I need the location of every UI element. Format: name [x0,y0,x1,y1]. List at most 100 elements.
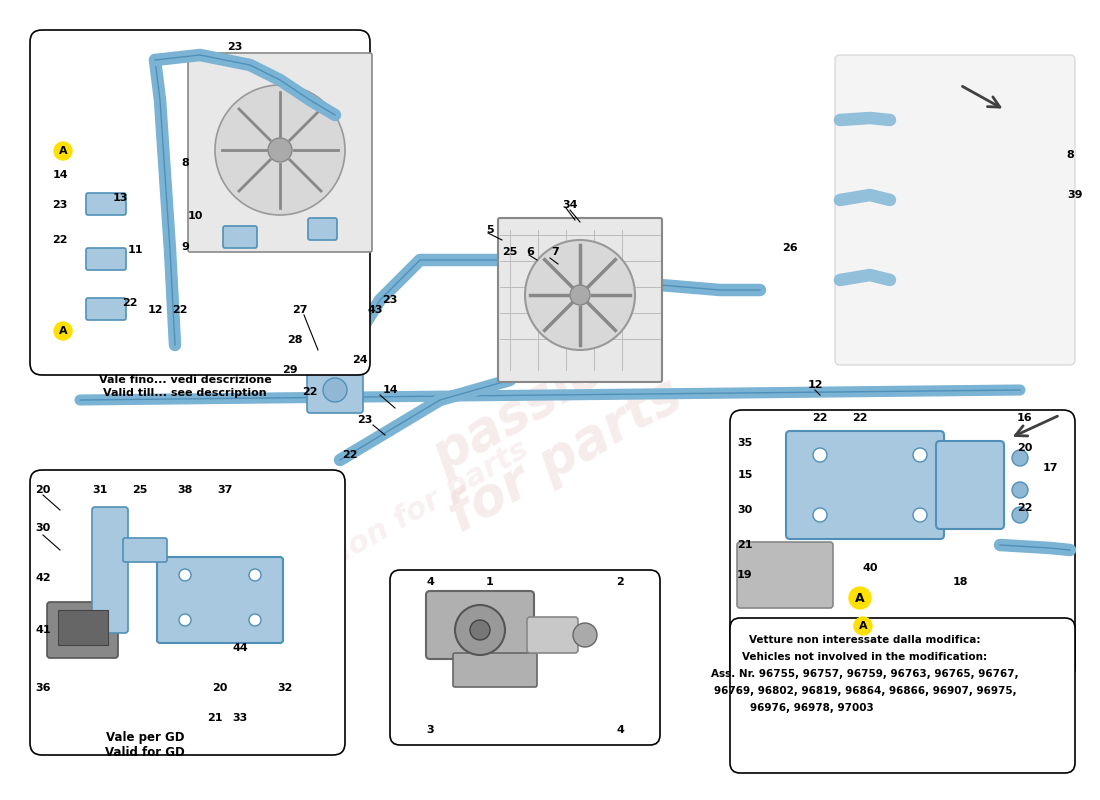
Text: 41: 41 [35,625,51,635]
Text: 42: 42 [35,573,51,583]
FancyBboxPatch shape [786,431,944,539]
Circle shape [570,285,590,305]
Text: 22: 22 [173,305,188,315]
FancyArrowPatch shape [962,86,1000,107]
Text: 26: 26 [782,243,797,253]
Text: Vetture non interessate dalla modifica:: Vetture non interessate dalla modifica: [749,635,981,645]
Text: 22: 22 [122,298,138,308]
Text: 25: 25 [503,247,518,257]
Text: 30: 30 [35,523,51,533]
Text: 23: 23 [53,200,68,210]
FancyBboxPatch shape [157,557,283,643]
Text: 37: 37 [218,485,233,495]
Text: 40: 40 [862,563,878,573]
Text: 32: 32 [277,683,293,693]
Text: A: A [855,591,865,605]
FancyBboxPatch shape [123,538,167,562]
Text: Vale per GD: Vale per GD [106,731,185,745]
Circle shape [813,448,827,462]
Circle shape [179,614,191,626]
FancyBboxPatch shape [730,618,1075,773]
Circle shape [849,587,871,609]
Circle shape [1012,507,1028,523]
Text: 96976, 96978, 97003: 96976, 96978, 97003 [750,703,873,713]
Circle shape [268,138,292,162]
Text: 96769, 96802, 96819, 96864, 96866, 96907, 96975,: 96769, 96802, 96819, 96864, 96866, 96907… [714,686,1016,696]
Text: 12: 12 [147,305,163,315]
Text: 22: 22 [342,450,358,460]
Text: 23: 23 [358,415,373,425]
Text: A: A [859,621,867,631]
FancyBboxPatch shape [30,30,370,375]
Text: 43: 43 [367,305,383,315]
Text: 44: 44 [232,643,248,653]
Text: 21: 21 [207,713,222,723]
Text: passion
for parts: passion for parts [409,317,691,543]
FancyBboxPatch shape [390,570,660,745]
Text: A: A [58,326,67,336]
Text: 9: 9 [182,242,189,252]
Text: 22: 22 [53,235,68,245]
Circle shape [54,322,72,340]
FancyBboxPatch shape [936,441,1004,529]
Circle shape [214,85,345,215]
Circle shape [455,605,505,655]
Text: Vehicles not involved in the modification:: Vehicles not involved in the modificatio… [742,652,988,662]
Circle shape [249,569,261,581]
Circle shape [323,378,346,402]
Circle shape [573,623,597,647]
Text: 21: 21 [737,540,752,550]
Text: 15: 15 [737,470,752,480]
Text: Ass. Nr. 96755, 96757, 96759, 96763, 96765, 96767,: Ass. Nr. 96755, 96757, 96759, 96763, 967… [712,669,1019,679]
Text: 7: 7 [551,247,559,257]
FancyBboxPatch shape [30,470,345,755]
Text: Valid for GD: Valid for GD [106,746,185,758]
Text: 12: 12 [807,380,823,390]
Text: 39: 39 [1067,190,1082,200]
FancyBboxPatch shape [47,602,118,658]
FancyBboxPatch shape [223,226,257,248]
FancyBboxPatch shape [308,218,337,240]
Text: 20: 20 [35,485,51,495]
FancyBboxPatch shape [92,507,128,633]
FancyBboxPatch shape [730,410,1075,680]
Text: 16: 16 [1018,413,1033,423]
FancyBboxPatch shape [86,298,126,320]
Text: 14: 14 [382,385,398,395]
FancyArrowPatch shape [1015,416,1057,436]
Text: passion for parts: passion for parts [266,434,534,606]
Circle shape [913,508,927,522]
Text: 4: 4 [616,725,624,735]
Text: 35: 35 [737,438,752,448]
FancyBboxPatch shape [737,542,833,608]
Text: 19: 19 [737,570,752,580]
Text: 30: 30 [737,505,752,515]
Circle shape [854,617,872,635]
FancyBboxPatch shape [453,653,537,687]
Text: 18: 18 [953,577,968,587]
Text: 28: 28 [287,335,303,345]
Text: 31: 31 [92,485,108,495]
Text: 4: 4 [426,577,433,587]
Text: 22: 22 [852,413,868,423]
Text: 3: 3 [426,725,433,735]
FancyBboxPatch shape [307,367,363,413]
Text: 38: 38 [177,485,192,495]
Text: 5: 5 [486,225,494,235]
FancyBboxPatch shape [527,617,578,653]
Circle shape [470,620,490,640]
Text: Valid till... see description: Valid till... see description [103,388,267,398]
FancyBboxPatch shape [58,610,108,645]
Circle shape [525,240,635,350]
Text: 1: 1 [486,577,494,587]
FancyBboxPatch shape [86,248,126,270]
Text: 23: 23 [228,42,243,52]
Text: 2: 2 [616,577,624,587]
Text: 17: 17 [1043,463,1058,473]
Text: Vale fino... vedi descrizione: Vale fino... vedi descrizione [99,375,272,385]
Text: 25: 25 [132,485,147,495]
Text: 6: 6 [526,247,534,257]
Text: 33: 33 [232,713,248,723]
Text: 10: 10 [187,211,202,221]
Text: 14: 14 [52,170,68,180]
